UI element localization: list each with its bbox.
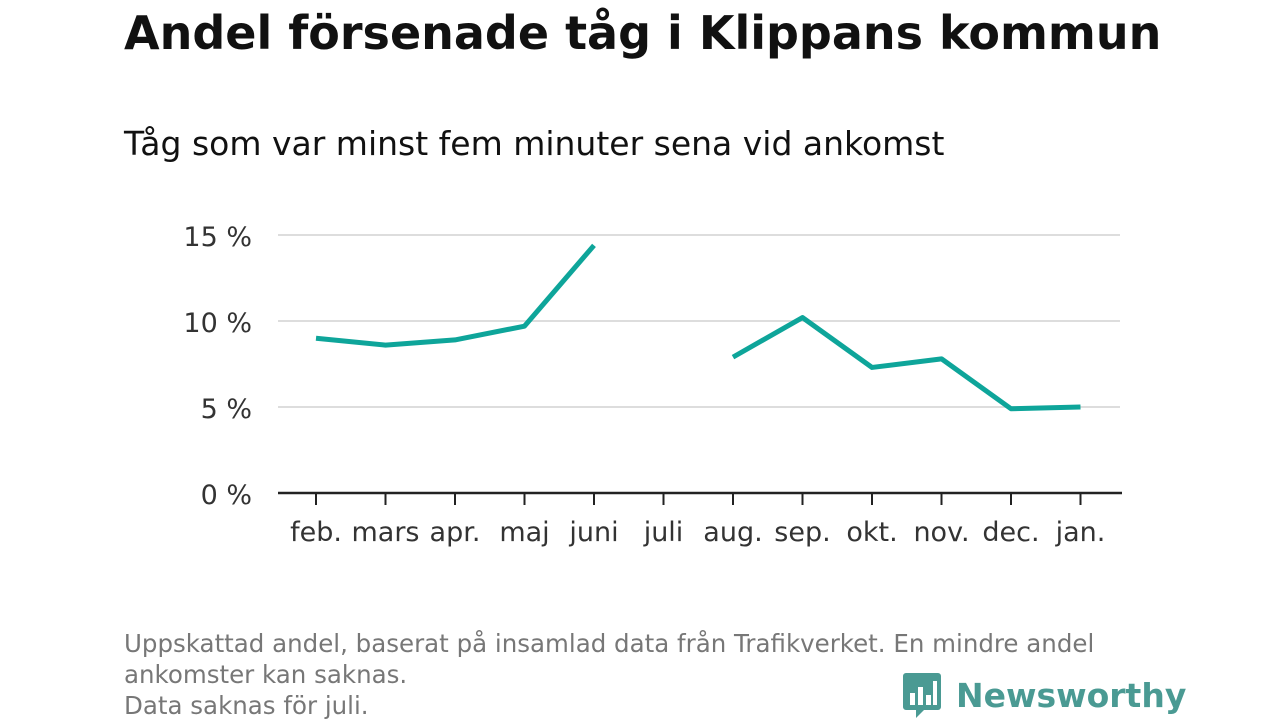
- chart-subtitle: Tåg som var minst fem minuter sena vid a…: [124, 124, 945, 163]
- x-tick-label: juni: [568, 517, 618, 548]
- source-note: Uppskattad andel, baserat på insamlad da…: [124, 628, 1154, 721]
- newsworthy-logo: Newsworthy: [902, 670, 1186, 720]
- x-tick-label: sep.: [774, 517, 830, 548]
- x-tick-label: okt.: [846, 517, 897, 548]
- x-tick-label: mars: [351, 517, 419, 548]
- x-tick-label: feb.: [290, 517, 342, 548]
- x-tick-label: maj: [499, 517, 549, 548]
- x-tick-label: apr.: [430, 517, 481, 548]
- source-note-line: Uppskattad andel, baserat på insamlad da…: [124, 629, 1095, 658]
- y-tick-label: 5 %: [201, 394, 252, 425]
- brand-name: Newsworthy: [956, 675, 1187, 715]
- series-line: [731, 315, 1081, 412]
- y-tick-label: 15 %: [183, 222, 252, 253]
- y-tick-label: 10 %: [183, 308, 252, 339]
- source-note-line: ankomster kan saknas.: [124, 660, 408, 689]
- bar-chart-bubble-icon: [903, 673, 941, 718]
- x-tick-label: aug.: [703, 517, 762, 548]
- x-tick-label: juli: [643, 517, 684, 548]
- x-tick-label: nov.: [913, 517, 969, 548]
- missing-data-note: Data saknas för juli.: [124, 691, 369, 720]
- chart-title: Andel försenade tåg i Klippans kommun: [124, 6, 1162, 60]
- y-tick-label: 0 %: [201, 480, 252, 511]
- x-tick-label: dec.: [982, 517, 1039, 548]
- series-line: [315, 243, 596, 348]
- x-tick-label: jan.: [1055, 517, 1106, 548]
